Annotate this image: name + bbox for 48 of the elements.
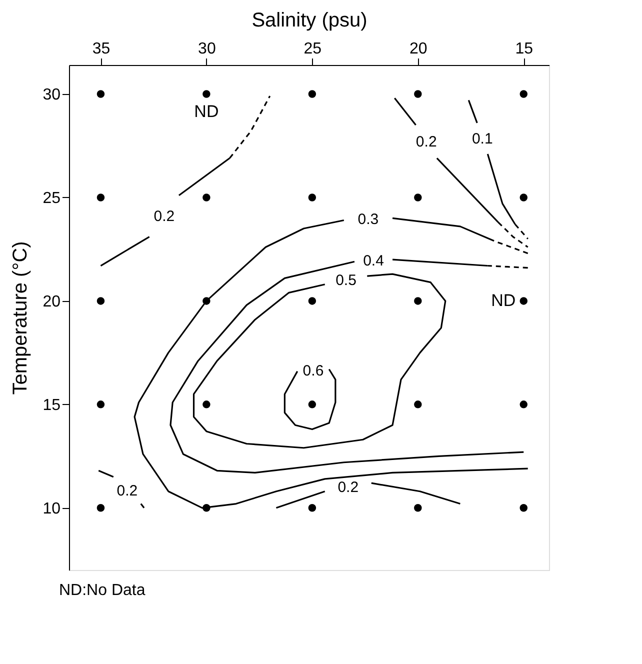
line-series	[192, 273, 446, 449]
annotation: ND	[491, 290, 516, 310]
point	[96, 297, 105, 305]
series-label: 0.4	[363, 252, 384, 270]
annotation: ND	[194, 102, 219, 121]
y-tick-label: 25	[42, 190, 61, 207]
point	[520, 194, 528, 202]
series-label: 0.2	[116, 482, 138, 500]
series-label: 0.5	[336, 272, 356, 290]
series-label: 0.2	[416, 134, 437, 151]
series-label: 0.1	[472, 130, 493, 148]
point	[414, 400, 422, 408]
point	[520, 504, 528, 512]
point	[520, 90, 528, 98]
series-label: 0.2	[154, 208, 175, 226]
series-label: 0.2	[338, 479, 359, 496]
y-tick-label: 30	[42, 86, 61, 104]
x-tick-label: 25	[304, 40, 322, 58]
point	[520, 400, 528, 408]
y-tick-label: 20	[42, 293, 61, 310]
point	[520, 297, 528, 305]
point	[202, 400, 210, 408]
series-label: 0.6	[302, 362, 324, 380]
point	[308, 297, 316, 305]
x-axis-title: Salinity (psu)	[252, 10, 368, 32]
point	[308, 400, 316, 408]
x-tick-label: 15	[515, 40, 534, 58]
y-tick-label: 15	[42, 396, 61, 414]
x-tick-label: 35	[92, 40, 110, 58]
point	[96, 504, 105, 512]
point	[202, 90, 210, 98]
x-tick-label: 30	[198, 40, 216, 58]
y-axis-title: Temperature (°C)	[10, 241, 32, 395]
point	[96, 400, 105, 408]
point	[414, 297, 422, 305]
point	[414, 504, 422, 512]
point	[96, 90, 105, 98]
point	[202, 194, 210, 202]
point	[308, 194, 316, 202]
point	[414, 194, 422, 202]
x-tick-label: 20	[410, 40, 428, 58]
point	[308, 90, 316, 98]
series-label: 0.3	[358, 211, 379, 228]
point	[414, 90, 422, 98]
point	[308, 504, 316, 512]
text: ND:No Data	[59, 582, 146, 599]
point	[96, 194, 105, 202]
y-tick-label: 10	[42, 500, 61, 518]
